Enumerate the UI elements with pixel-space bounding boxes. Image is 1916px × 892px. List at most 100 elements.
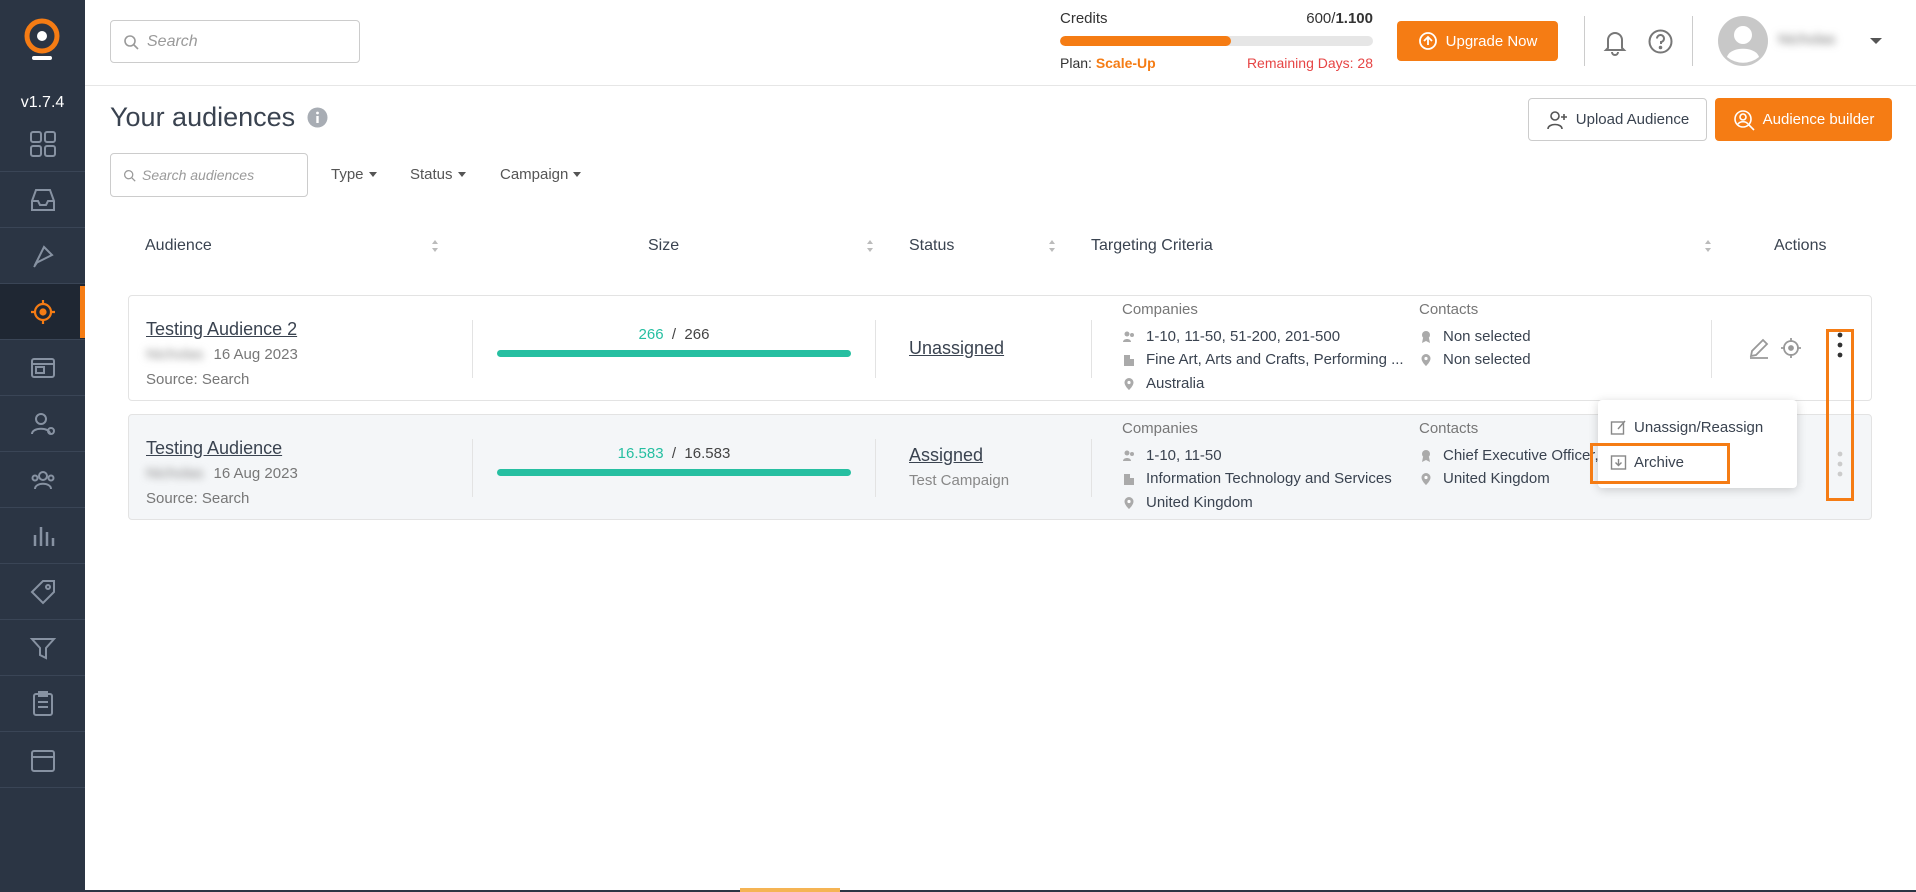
- search-icon: [123, 169, 136, 182]
- column-divider: [1091, 439, 1092, 497]
- app-version: v1.7.4: [20, 94, 65, 111]
- more-vertical-icon[interactable]: [1837, 332, 1843, 358]
- column-header-targeting[interactable]: Targeting Criteria: [1091, 237, 1213, 254]
- company-location-criteria: Australia: [1122, 375, 1204, 392]
- audience-search-placeholder: Search audiences: [142, 167, 255, 183]
- audience-source: Source: Search: [146, 371, 250, 388]
- credits-label: Credits: [1060, 10, 1108, 27]
- column-header-status[interactable]: Status: [909, 237, 955, 254]
- column-header-size[interactable]: Size: [648, 237, 680, 254]
- upload-audience-button[interactable]: Upload Audience: [1528, 98, 1707, 141]
- contacts-icon: [30, 412, 55, 435]
- sort-icon[interactable]: [865, 238, 875, 254]
- contacts-label: Contacts: [1419, 301, 1479, 318]
- company-size-criteria: 1-10, 11-50, 51-200, 201-500: [1122, 328, 1340, 345]
- column-header-audience[interactable]: Audience: [145, 237, 212, 254]
- company-industry-criteria: Fine Art, Arts and Crafts, Performing ..…: [1122, 351, 1404, 368]
- badge-icon: [1422, 449, 1430, 462]
- nav-funnel[interactable]: [0, 620, 85, 676]
- bell-icon[interactable]: [1601, 28, 1629, 56]
- chevron-down-icon[interactable]: [1869, 36, 1883, 46]
- filter-type-dropdown[interactable]: Type: [331, 166, 377, 183]
- nav-clipboard[interactable]: [0, 676, 85, 732]
- app-logo[interactable]: [20, 18, 64, 62]
- user-name[interactable]: Nicholas: [1778, 31, 1836, 48]
- nav-team[interactable]: [0, 452, 85, 508]
- company-industry-criteria: Information Technology and Services: [1122, 470, 1392, 487]
- people-icon: [1123, 331, 1134, 342]
- plan-info: Plan: Scale-Up: [1060, 55, 1156, 71]
- status-link[interactable]: Unassigned: [909, 338, 1005, 358]
- status-link[interactable]: Assigned: [909, 445, 984, 465]
- target-icon: [30, 299, 55, 324]
- column-divider: [472, 320, 473, 378]
- contacts-label: Contacts: [1419, 420, 1479, 437]
- contact-location-criteria: Non selected: [1419, 351, 1531, 368]
- column-divider: [875, 320, 876, 378]
- nav-inbox[interactable]: [0, 172, 85, 228]
- nav-campaigns[interactable]: [0, 340, 85, 396]
- upgrade-now-button[interactable]: Upgrade Now: [1397, 21, 1558, 61]
- building-icon: [1124, 473, 1134, 485]
- size-progress-bar: [497, 350, 851, 357]
- remaining-days: Remaining Days: 28: [1246, 55, 1373, 71]
- search-placeholder: Search: [147, 32, 198, 50]
- size-progress-bar: [497, 469, 851, 476]
- dashboard-icon: [29, 130, 56, 157]
- column-divider: [875, 439, 876, 497]
- sidebar: v1.7.4: [0, 0, 85, 892]
- sort-icon[interactable]: [430, 238, 440, 254]
- location-pin-icon: [1124, 496, 1134, 509]
- analytics-icon: [33, 526, 54, 546]
- nav-dashboard[interactable]: [0, 116, 85, 172]
- add-user-icon: [1546, 110, 1567, 129]
- audience-builder-button[interactable]: Audience builder: [1715, 98, 1892, 141]
- archive-icon: [1610, 455, 1627, 470]
- filter-campaign-dropdown[interactable]: Campaign: [500, 166, 581, 183]
- company-size-criteria: 1-10, 11-50: [1122, 447, 1222, 464]
- archive-menu-item[interactable]: Archive: [1610, 454, 1684, 471]
- nav-audiences[interactable]: [0, 284, 85, 340]
- upgrade-arrow-icon: [1418, 32, 1437, 50]
- audience-source: Source: Search: [146, 490, 250, 507]
- nav-contacts[interactable]: [0, 396, 85, 452]
- header-separator: [1692, 16, 1693, 66]
- header-separator: [1584, 16, 1585, 66]
- nav-rocket[interactable]: [0, 228, 85, 284]
- more-vertical-icon[interactable]: [1837, 451, 1843, 477]
- audience-builder-label: Audience builder: [1762, 111, 1875, 128]
- contact-title-criteria: Chief Executive Officer,: [1419, 447, 1599, 464]
- page-title: Your audiences: [110, 102, 328, 133]
- credits-progress-bar: [1060, 36, 1373, 46]
- audience-name-link[interactable]: Testing Audience 2: [146, 319, 298, 339]
- help-icon[interactable]: [1647, 28, 1674, 55]
- companies-label: Companies: [1122, 301, 1198, 318]
- nav-calendar[interactable]: [0, 732, 85, 788]
- column-header-actions: Actions: [1774, 237, 1827, 254]
- column-divider: [1711, 320, 1712, 378]
- audience-date: Nicholas 16 Aug 2023: [146, 346, 298, 363]
- credits-progress-fill: [1060, 36, 1231, 46]
- edit-pencil-icon[interactable]: [1747, 336, 1771, 360]
- bottom-border: [85, 890, 1916, 892]
- location-pin-icon: [1421, 353, 1431, 366]
- funnel-icon: [29, 637, 56, 660]
- column-divider: [1091, 320, 1092, 378]
- badge-icon: [1422, 330, 1430, 343]
- campaigns-icon: [30, 357, 55, 378]
- sort-icon[interactable]: [1047, 238, 1057, 254]
- tag-icon: [30, 579, 55, 604]
- location-pin-icon: [1421, 472, 1431, 485]
- nav-tags[interactable]: [0, 564, 85, 620]
- info-icon[interactable]: [307, 107, 328, 128]
- nav-analytics[interactable]: [0, 508, 85, 564]
- target-icon[interactable]: [1779, 336, 1803, 360]
- unassign-reassign-menu-item[interactable]: Unassign/Reassign: [1610, 419, 1763, 436]
- global-search-input[interactable]: Search: [110, 20, 360, 63]
- sort-icon[interactable]: [1703, 238, 1713, 254]
- audience-search-input[interactable]: Search audiences: [110, 153, 308, 197]
- filter-status-dropdown[interactable]: Status: [410, 166, 466, 183]
- user-avatar[interactable]: [1718, 16, 1768, 66]
- audience-name-link[interactable]: Testing Audience: [146, 438, 283, 458]
- user-search-icon: [1733, 109, 1755, 131]
